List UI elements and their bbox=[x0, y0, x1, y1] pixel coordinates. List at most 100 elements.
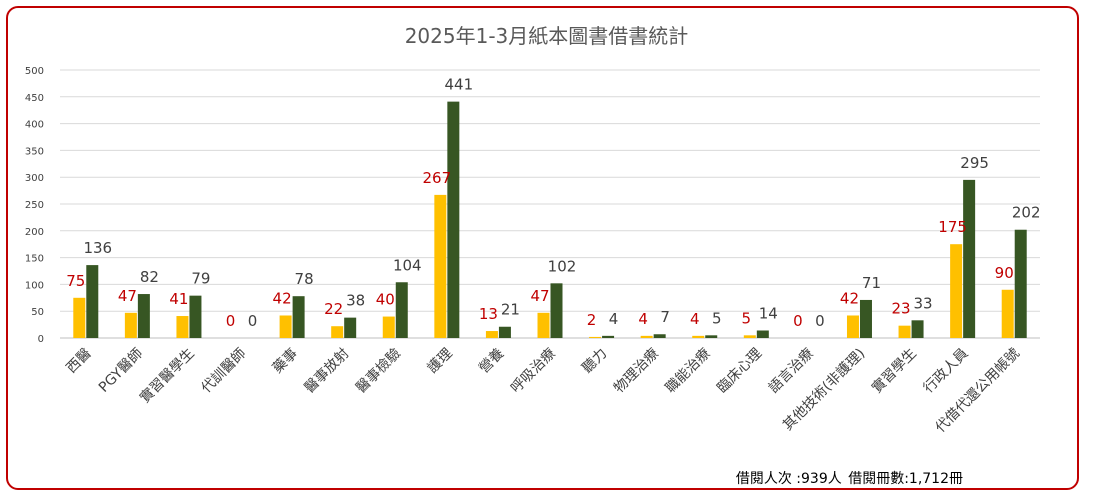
bar-series1 bbox=[1001, 289, 1014, 338]
data-label-series1: 90 bbox=[995, 264, 1014, 282]
gridlines bbox=[60, 69, 1040, 339]
data-label-series1: 0 bbox=[793, 312, 803, 330]
data-label-series1: 42 bbox=[840, 289, 859, 307]
bar-series2 bbox=[550, 283, 563, 338]
data-label-series2: 38 bbox=[346, 292, 365, 310]
bar-series1 bbox=[846, 315, 859, 338]
x-tick-label: 行政人員 bbox=[921, 346, 972, 397]
bars bbox=[73, 101, 1027, 339]
data-label-series2: 79 bbox=[191, 270, 210, 288]
data-label-series2: 71 bbox=[862, 274, 881, 292]
bar-series2 bbox=[963, 179, 976, 338]
bar-series2 bbox=[395, 282, 408, 338]
footer-visits: 借閱人次 :939人 bbox=[735, 471, 842, 487]
data-label-series1: 13 bbox=[479, 305, 498, 323]
y-tick-label: 500 bbox=[25, 66, 44, 77]
bar-series1 bbox=[176, 316, 189, 338]
data-label-series1: 5 bbox=[742, 309, 752, 327]
x-tick-label: 營養 bbox=[475, 345, 507, 377]
x-tick-label: PGY醫師 bbox=[96, 346, 146, 396]
bar-series1 bbox=[124, 312, 137, 338]
data-label-series2: 202 bbox=[1012, 204, 1041, 222]
data-label-series1: 23 bbox=[892, 300, 911, 318]
x-tick-label: 呼吸治療 bbox=[507, 345, 559, 397]
data-label-series1: 2 bbox=[587, 311, 597, 329]
y-tick-label: 450 bbox=[25, 93, 44, 104]
bar-series1 bbox=[589, 336, 602, 338]
bar-series1 bbox=[485, 331, 498, 338]
data-label-series1: 40 bbox=[376, 291, 395, 309]
bar-series2 bbox=[859, 299, 872, 338]
data-label-series1: 4 bbox=[690, 310, 700, 328]
y-tick-label: 350 bbox=[25, 146, 44, 157]
x-tick-label: 實習學生 bbox=[868, 345, 920, 397]
bar-series2 bbox=[292, 296, 305, 338]
data-label-series2: 295 bbox=[960, 154, 989, 172]
data-label-series2: 102 bbox=[548, 257, 577, 275]
y-tick-label: 200 bbox=[25, 227, 44, 238]
bar-series2 bbox=[1014, 229, 1027, 338]
bar-series2 bbox=[498, 326, 511, 338]
data-label-series2: 0 bbox=[248, 312, 258, 330]
bar-series1 bbox=[382, 316, 395, 338]
footer-volumes: 借閱冊數:1,712冊 bbox=[848, 471, 963, 487]
bar-series1 bbox=[743, 335, 756, 338]
data-label-series2: 33 bbox=[914, 294, 933, 312]
data-label-series2: 21 bbox=[501, 301, 520, 319]
x-tick-label: 西醫 bbox=[64, 346, 95, 377]
y-tick-label: 300 bbox=[25, 173, 44, 184]
data-label-series1: 0 bbox=[226, 312, 236, 330]
bar-series2 bbox=[756, 330, 769, 338]
y-tick-label: 250 bbox=[25, 200, 44, 211]
bar-series2 bbox=[189, 295, 202, 338]
data-label-series1: 42 bbox=[273, 289, 292, 307]
bar-series1 bbox=[692, 335, 705, 338]
data-label-series2: 104 bbox=[393, 256, 422, 274]
x-tick-label: 聽力 bbox=[579, 346, 610, 377]
data-label-series1: 267 bbox=[423, 169, 452, 187]
data-label-series2: 82 bbox=[140, 268, 159, 286]
bar-series1 bbox=[434, 194, 447, 338]
data-label-series1: 4 bbox=[638, 310, 648, 328]
y-tick-label: 400 bbox=[25, 120, 44, 131]
bar-series1 bbox=[640, 335, 653, 338]
y-tick-label: 100 bbox=[25, 280, 44, 291]
data-label-series1: 22 bbox=[324, 300, 343, 318]
data-label-series2: 441 bbox=[445, 76, 474, 94]
x-tick-label: 代訓醫師 bbox=[198, 346, 249, 397]
data-label-series1: 75 bbox=[66, 272, 85, 290]
x-tick-label: 醫事檢驗 bbox=[352, 345, 404, 397]
y-tick-label: 0 bbox=[38, 334, 44, 345]
bar-series1 bbox=[537, 312, 550, 338]
bar-series2 bbox=[86, 265, 99, 338]
bar-series2 bbox=[911, 320, 924, 338]
data-label-series2: 4 bbox=[609, 310, 619, 328]
bar-series1 bbox=[898, 325, 911, 338]
y-axis-ticks: 0 50 100 150 200 250 300 350 400 450 500 bbox=[25, 66, 44, 345]
bar-series2 bbox=[602, 335, 615, 338]
y-tick-label: 50 bbox=[31, 307, 44, 318]
x-tick-label: 藥事 bbox=[270, 346, 301, 377]
bar-series1 bbox=[73, 297, 86, 338]
data-label-series1: 47 bbox=[530, 287, 549, 305]
data-label-series2: 14 bbox=[759, 304, 778, 322]
x-tick-label: 職能治療 bbox=[662, 345, 714, 397]
x-tick-label: 醫事放射 bbox=[302, 346, 353, 397]
x-tick-label: 臨床心理 bbox=[714, 346, 765, 397]
chart-title: 2025年1-3月紙本圖書借書統計 bbox=[404, 24, 689, 48]
data-label-series2: 7 bbox=[660, 308, 670, 326]
data-label-series1: 41 bbox=[169, 290, 188, 308]
chart-frame bbox=[6, 6, 1079, 490]
bar-series1 bbox=[279, 315, 292, 338]
y-tick-label: 150 bbox=[25, 254, 44, 265]
bar-series2 bbox=[705, 335, 718, 338]
data-label-series2: 5 bbox=[712, 309, 722, 327]
x-tick-label: 實習醫學生 bbox=[136, 345, 198, 407]
bar-series2 bbox=[137, 294, 150, 338]
data-label-series1: 47 bbox=[118, 287, 137, 305]
bar-series1 bbox=[331, 326, 344, 338]
data-label-series2: 0 bbox=[815, 312, 825, 330]
bar-series2 bbox=[653, 334, 666, 338]
